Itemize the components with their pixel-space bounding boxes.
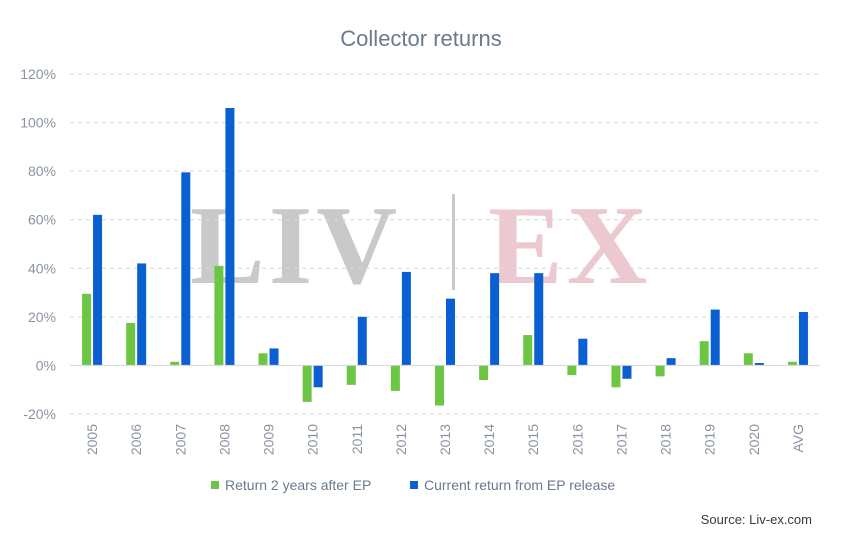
x-tick-label: AVG: [790, 424, 806, 453]
x-tick-label: 2010: [305, 424, 321, 455]
bar-return-2-years: [390, 365, 400, 391]
bar-return-2-years: [787, 361, 797, 366]
x-tick-label: 2005: [84, 424, 100, 455]
bar-current-return: [357, 316, 367, 366]
bar-current-return: [798, 312, 808, 366]
y-tick-label: 80%: [28, 163, 56, 179]
x-tick-label: 2011: [349, 424, 365, 454]
bar-current-return: [578, 338, 588, 366]
x-tick-label: 2013: [437, 424, 453, 455]
y-tick-label: 40%: [28, 260, 56, 276]
bar-current-return: [754, 363, 764, 366]
legend-swatch-current-return: [410, 481, 418, 489]
watermark-ex: EX: [488, 184, 652, 308]
legend-swatch-return-2-years: [211, 481, 219, 489]
bar-return-2-years: [126, 322, 136, 366]
x-tick-label: 2008: [216, 424, 232, 455]
bar-current-return: [401, 271, 411, 366]
watermark-divider: [452, 194, 455, 290]
x-tick-label: 2007: [172, 424, 188, 455]
watermark-liv: LIV: [190, 184, 401, 308]
bar-return-2-years: [479, 365, 489, 380]
x-axis-ticks: 2005 2006 2007 2008 2009 2010 2011 2012 2013 2014…: [84, 424, 806, 455]
legend: Return 2 years after EP Current return f…: [211, 477, 615, 493]
source-note: Source: Liv-ex.com: [701, 512, 812, 527]
bar-return-2-years: [743, 353, 753, 366]
x-tick-label: 2017: [613, 424, 629, 455]
y-tick-label: 60%: [28, 212, 56, 228]
bar-current-return: [225, 108, 235, 366]
x-tick-label: 2018: [658, 424, 674, 455]
watermark: LIV EX: [190, 184, 652, 308]
bar-return-2-years: [435, 365, 444, 406]
bars: [82, 108, 808, 406]
bar-return-2-years: [699, 341, 709, 366]
bar-return-2-years: [214, 265, 224, 366]
bar-current-return: [622, 365, 632, 379]
bar-return-2-years: [258, 353, 268, 366]
y-tick-label: 100%: [20, 115, 56, 131]
legend-label-return-2-years: Return 2 years after EP: [225, 477, 371, 493]
bar-return-2-years: [567, 365, 577, 376]
bar-current-return: [269, 348, 279, 366]
x-tick-label: 2009: [261, 424, 277, 455]
bar-current-return: [446, 298, 455, 366]
gridlines: [70, 73, 820, 415]
y-tick-label: -20%: [23, 406, 56, 422]
bar-current-return: [93, 214, 103, 366]
bar-current-return: [313, 365, 323, 388]
x-tick-label: 2014: [481, 424, 497, 455]
bar-current-return: [490, 273, 500, 366]
bar-current-return: [710, 309, 720, 366]
bar-return-2-years: [302, 365, 312, 402]
bar-current-return: [137, 263, 147, 366]
x-tick-label: 2012: [393, 424, 409, 455]
bar-current-return: [181, 172, 191, 366]
y-tick-label: 20%: [28, 309, 56, 325]
x-tick-label: 2015: [525, 424, 541, 455]
y-axis-ticks: -20% 0% 20% 40% 60% 80% 100% 120%: [20, 66, 56, 422]
x-tick-label: 2016: [569, 424, 585, 455]
y-tick-label: 120%: [20, 66, 56, 82]
x-tick-label: 2006: [128, 424, 144, 455]
bar-return-2-years: [523, 335, 533, 366]
bar-current-return: [534, 273, 544, 366]
bar-return-2-years: [346, 365, 356, 385]
bar-current-return: [666, 358, 676, 366]
x-tick-label: 2019: [702, 424, 718, 455]
chart-title: Collector returns: [340, 26, 501, 51]
x-tick-label: 2020: [746, 424, 762, 455]
y-tick-label: 0%: [36, 357, 56, 373]
legend-label-current-return: Current return from EP release: [424, 477, 615, 493]
bar-return-2-years: [611, 365, 621, 388]
bar-return-2-years: [655, 365, 665, 377]
bar-return-2-years: [170, 361, 180, 366]
bar-return-2-years: [82, 293, 92, 366]
